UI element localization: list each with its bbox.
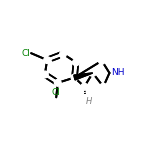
Circle shape	[60, 51, 66, 57]
Circle shape	[44, 57, 50, 63]
Circle shape	[81, 83, 88, 90]
Circle shape	[89, 70, 96, 76]
Text: Cl: Cl	[52, 88, 61, 97]
Text: NH: NH	[111, 68, 124, 78]
Circle shape	[54, 79, 61, 86]
Circle shape	[73, 59, 79, 66]
Polygon shape	[74, 73, 93, 80]
Text: H: H	[86, 97, 92, 105]
Text: Cl: Cl	[22, 49, 30, 58]
Circle shape	[98, 57, 105, 64]
Circle shape	[41, 71, 48, 78]
Circle shape	[100, 83, 107, 90]
Polygon shape	[74, 73, 93, 80]
Circle shape	[71, 74, 78, 81]
